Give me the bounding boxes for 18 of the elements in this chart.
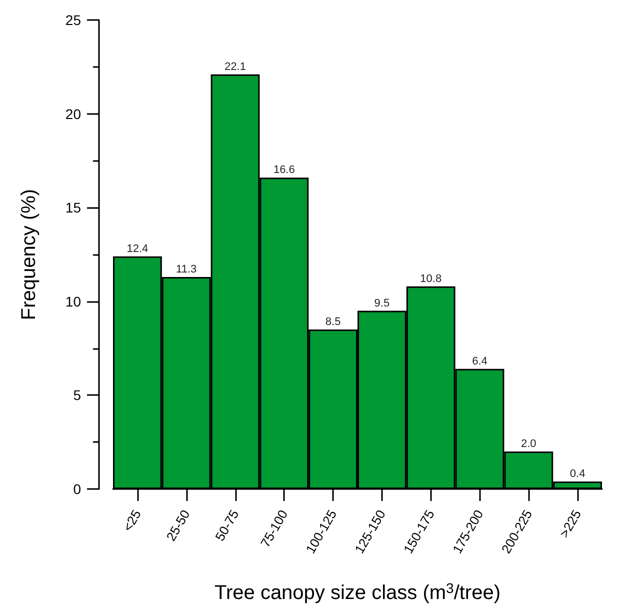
data-label: 6.4 (472, 355, 488, 368)
y-tick-label: 5 (73, 387, 82, 404)
y-tick-label: 20 (65, 106, 82, 122)
data-label: 0.4 (570, 468, 586, 480)
data-label: 22.1 (224, 60, 246, 73)
y-tick-label: 15 (65, 200, 82, 216)
data-label: 10.8 (420, 272, 442, 285)
data-label: 8.5 (325, 316, 341, 328)
data-label: 16.6 (273, 164, 295, 176)
y-tick-label: 10 (65, 293, 82, 310)
y-axis-title: Frequency (%) (18, 188, 40, 320)
data-label: 9.5 (374, 297, 390, 310)
data-label: 12.4 (126, 242, 148, 255)
data-label: 11.3 (176, 264, 197, 276)
x-tick-label: <25 (120, 507, 144, 534)
data-label: 2.0 (521, 438, 536, 450)
y-tick-label: 25 (65, 12, 82, 28)
y-tick-label: 0 (73, 481, 82, 497)
